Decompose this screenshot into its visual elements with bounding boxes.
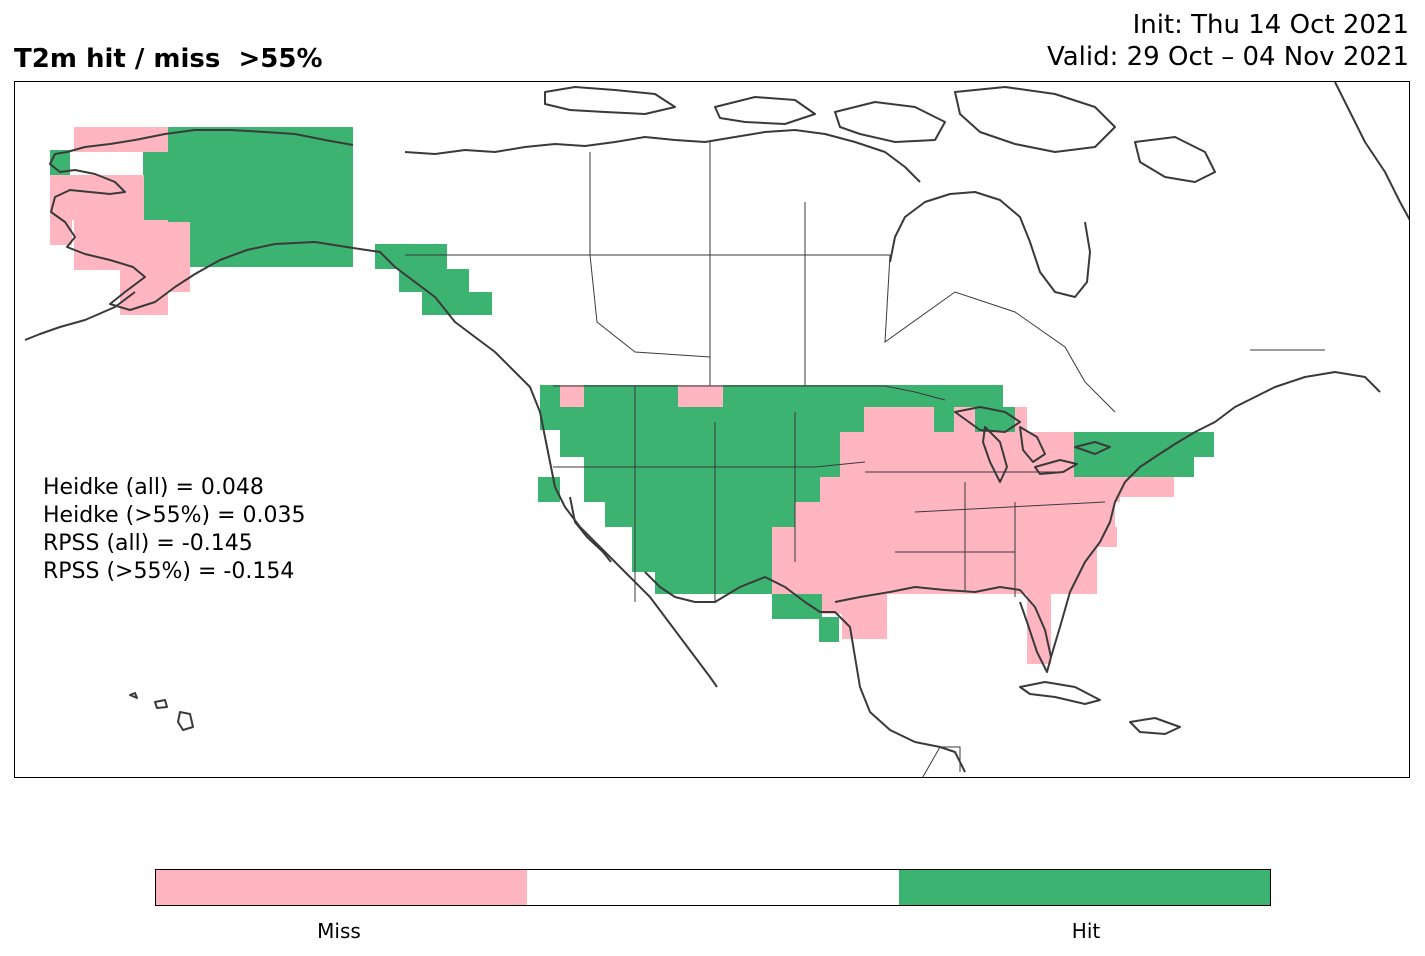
miss-cell <box>120 245 168 315</box>
miss-cell <box>772 547 1097 572</box>
miss-cell <box>74 127 168 152</box>
miss-cell <box>1027 594 1051 664</box>
coastlines <box>24 82 1409 773</box>
chart-title: T2m hit / miss >55% <box>14 44 323 74</box>
miss-cell <box>1015 407 1027 432</box>
map-svg <box>24 82 1409 777</box>
hit-cell <box>560 432 840 457</box>
hit-cell <box>584 385 678 410</box>
miss-cell <box>795 502 1115 527</box>
hit-cell <box>584 477 820 502</box>
hit-cell <box>632 547 772 572</box>
hit-cell <box>560 407 864 432</box>
miss-cell <box>560 385 584 407</box>
hit-cell <box>168 127 353 267</box>
hit-cell <box>723 385 1003 410</box>
hit-cell <box>375 244 447 269</box>
init-date: Init: Thu 14 Oct 2021 <box>1132 10 1409 40</box>
colorbar-hit-label: Hit <box>1071 919 1101 943</box>
colorbar <box>155 869 1271 906</box>
colorbar-miss-label: Miss <box>317 919 361 943</box>
miss-cell <box>678 385 723 407</box>
colorbar-neutral-segment <box>527 870 899 905</box>
stat-rpss-all: RPSS (all) = -0.145 <box>43 531 253 556</box>
hit-cell <box>399 269 469 292</box>
miss-cell <box>168 222 190 292</box>
miss-cell <box>822 594 887 614</box>
stat-rpss-55: RPSS (>55%) = -0.154 <box>43 559 295 584</box>
hit-cell <box>975 407 1015 432</box>
hit-cell <box>605 502 795 527</box>
miss-cell <box>864 407 934 432</box>
hit-cell <box>1074 457 1194 477</box>
miss-cell <box>772 572 1097 594</box>
miss-cell <box>50 175 144 220</box>
stat-heidke-all: Heidke (all) = 0.048 <box>43 475 264 500</box>
miss-cell <box>50 220 72 245</box>
stat-heidke-55: Heidke (>55%) = 0.035 <box>43 503 306 528</box>
valid-period: Valid: 29 Oct – 04 Nov 2021 <box>1046 42 1409 72</box>
political-borders <box>405 142 1325 777</box>
hit-cell <box>540 385 560 430</box>
hit-cell <box>655 572 772 594</box>
skill-scores: Heidke (all) = 0.048 Heidke (>55%) = 0.0… <box>43 474 306 586</box>
hit-cell <box>143 152 168 222</box>
miss-cell <box>840 432 934 457</box>
hit-cell <box>422 292 492 315</box>
hit-cell <box>819 617 839 642</box>
miss-cell <box>772 527 1117 547</box>
hit-cell <box>772 594 822 619</box>
hit-cell <box>632 527 772 547</box>
forecast-grid <box>50 127 1214 664</box>
miss-cell <box>820 477 1120 502</box>
colorbar-miss-segment <box>156 870 528 905</box>
map-panel <box>14 81 1410 778</box>
hit-cell <box>934 407 954 432</box>
colorbar-hit-segment <box>898 870 1270 905</box>
